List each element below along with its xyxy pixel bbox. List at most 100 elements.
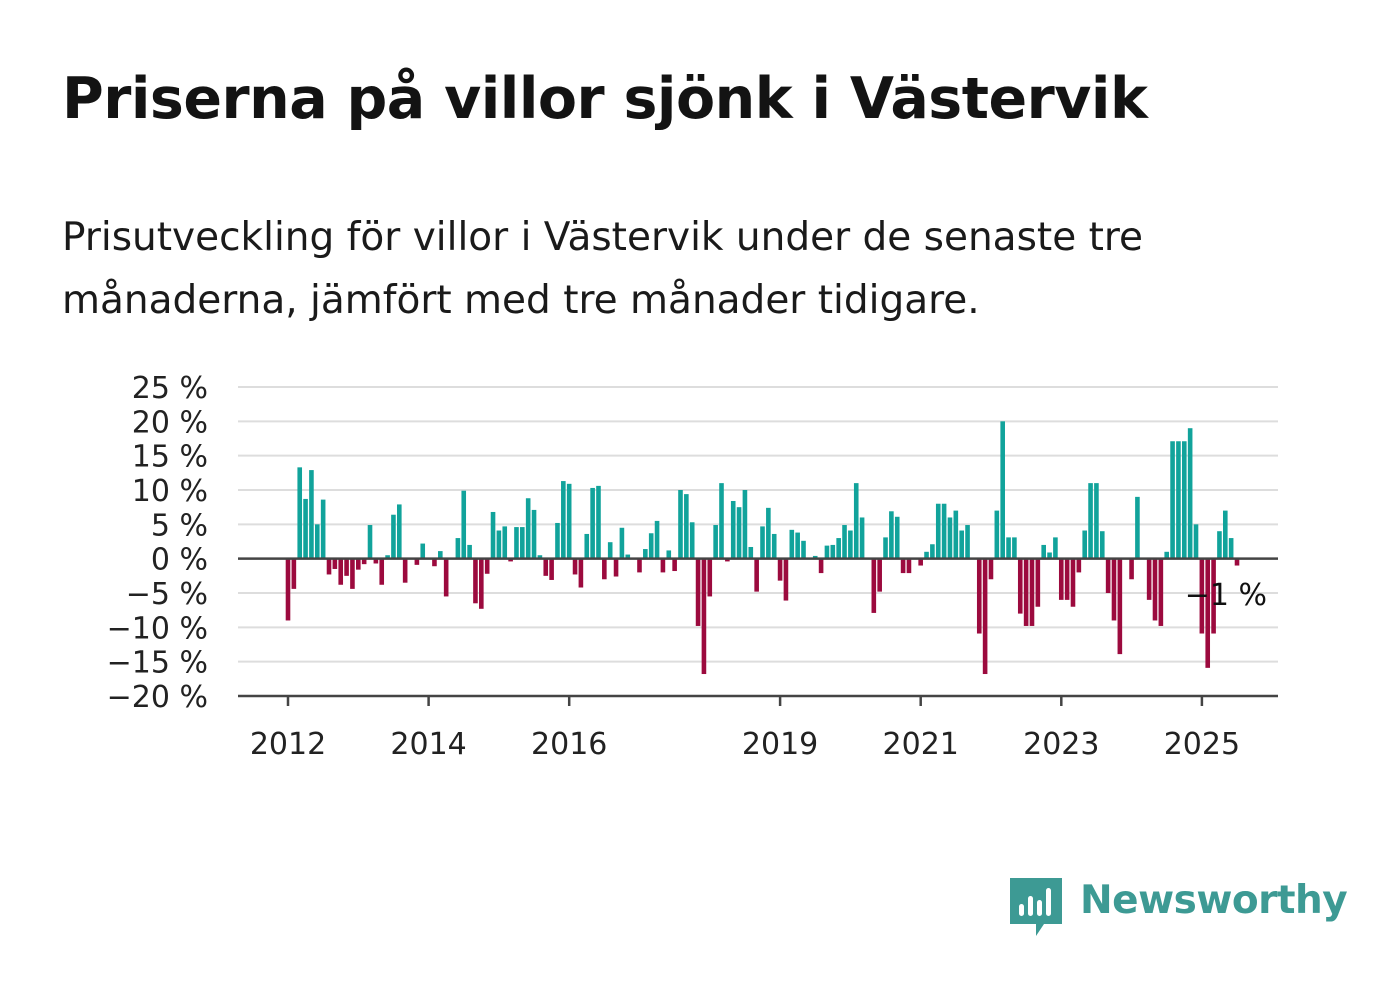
bar <box>314 524 320 559</box>
bar <box>338 558 344 585</box>
bar <box>356 558 361 570</box>
bar <box>496 530 502 559</box>
y-tick-label: 20 % <box>132 405 208 440</box>
bar <box>789 529 795 559</box>
bar <box>976 558 982 634</box>
bar <box>566 483 572 559</box>
chart-title: Priserna på villor sjönk i Västervik <box>62 66 1148 132</box>
bar <box>982 558 988 675</box>
bar <box>842 525 847 559</box>
bar <box>760 526 765 559</box>
bar <box>713 525 718 559</box>
axes <box>238 557 1278 698</box>
bar <box>1228 538 1234 559</box>
x-tick-label: 2023 <box>1023 727 1099 762</box>
bar <box>479 558 484 609</box>
bar <box>1082 530 1087 559</box>
bar <box>555 522 560 559</box>
bars <box>285 421 1240 675</box>
bar <box>1035 558 1041 607</box>
bar <box>549 558 554 580</box>
bar <box>1234 558 1240 566</box>
bar <box>766 507 771 559</box>
bar <box>1199 558 1205 634</box>
bar <box>660 558 666 573</box>
x-axis-ticks: 2012 2014 2016 2019 2021 2023 2025 <box>250 696 1240 762</box>
bar <box>941 503 947 559</box>
bar <box>643 549 648 559</box>
bar <box>578 558 584 588</box>
x-tick-label: 2025 <box>1164 727 1240 762</box>
y-tick-label: −15 % <box>107 646 208 681</box>
bar <box>1064 558 1070 600</box>
bar <box>1105 558 1111 593</box>
bar <box>900 558 906 574</box>
bar <box>1129 558 1134 580</box>
bar <box>402 558 408 583</box>
bar <box>543 558 549 576</box>
bar <box>525 498 531 559</box>
bar <box>613 558 619 577</box>
bar <box>695 558 701 626</box>
bar <box>648 533 654 559</box>
bar <box>1146 558 1152 600</box>
bar <box>848 530 853 559</box>
bar <box>965 525 970 559</box>
bar <box>748 546 754 559</box>
bar <box>373 558 379 564</box>
bar <box>1053 537 1058 559</box>
x-tick-label: 2012 <box>250 727 326 762</box>
bar <box>443 558 449 597</box>
bar <box>889 511 894 559</box>
bar <box>596 485 601 559</box>
bar <box>1211 558 1216 634</box>
bar <box>326 558 332 575</box>
bar <box>1023 558 1029 626</box>
bar <box>1223 510 1228 559</box>
bar <box>297 467 303 559</box>
bar <box>754 558 759 592</box>
y-tick-label: −10 % <box>107 611 208 646</box>
brand-name: Newsworthy <box>1080 878 1348 923</box>
bar <box>291 558 297 589</box>
bar <box>1158 558 1164 626</box>
bar <box>607 542 613 559</box>
bar <box>818 558 824 574</box>
bar <box>707 558 713 597</box>
bar <box>432 558 437 567</box>
bar <box>678 490 683 559</box>
x-tick-label: 2021 <box>883 727 959 762</box>
y-tick-label: 15 % <box>132 440 208 475</box>
newsworthy-logo[interactable]: Newsworthy <box>1010 878 1348 940</box>
bar <box>391 514 396 559</box>
bar <box>725 558 730 562</box>
bar <box>1164 551 1170 559</box>
bar <box>666 550 672 559</box>
bar <box>830 544 836 559</box>
bar <box>1088 483 1093 559</box>
bar <box>1099 531 1105 559</box>
bar <box>906 558 912 574</box>
bar <box>367 525 373 559</box>
bar <box>1058 558 1064 600</box>
bar <box>1135 496 1140 559</box>
bar <box>1170 441 1175 559</box>
bar <box>1217 531 1222 559</box>
bar <box>1012 537 1017 559</box>
bar <box>1000 421 1005 559</box>
bar <box>584 533 590 559</box>
bar <box>1152 558 1158 621</box>
bar <box>332 558 338 569</box>
bar <box>689 522 695 559</box>
y-tick-label: 10 % <box>132 474 208 509</box>
y-tick-label: 25 % <box>132 371 208 406</box>
bar <box>361 558 367 565</box>
bar <box>1047 552 1052 559</box>
x-tick-label: 2016 <box>531 727 607 762</box>
bar <box>953 510 959 559</box>
bar <box>531 509 537 559</box>
bar <box>771 533 777 559</box>
bar <box>1076 558 1082 573</box>
y-tick-label: 5 % <box>151 508 208 543</box>
